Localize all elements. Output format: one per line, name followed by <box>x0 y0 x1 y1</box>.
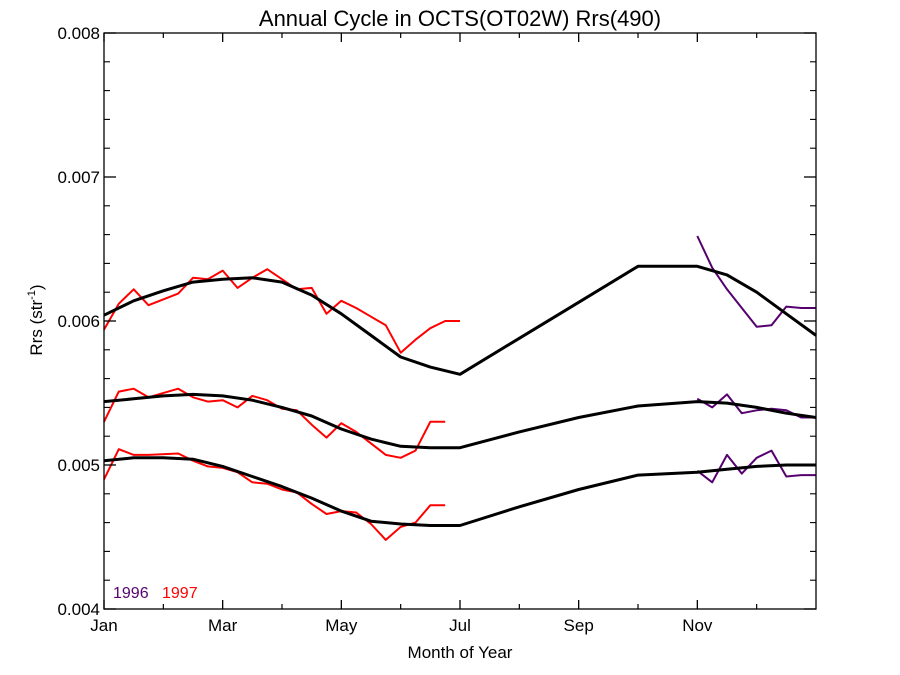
x-tick-label: Jan <box>90 616 117 635</box>
series-layer <box>103 235 817 541</box>
y-axis: 0.004 0.005 0.006 0.007 0.008 <box>57 24 816 619</box>
y-tick-label: 0.006 <box>57 312 100 331</box>
fit-curve-6 <box>103 264 817 376</box>
x-tick-label: Jul <box>449 616 471 635</box>
series-line-1 <box>103 387 446 459</box>
y-tick-label: 0.007 <box>57 168 100 187</box>
y-axis-label-main: Rrs (str <box>27 300 46 356</box>
y-axis-label-end: ) <box>27 284 46 290</box>
y-axis-label: Rrs (str-1) <box>26 284 46 355</box>
legend: 1996 1997 <box>113 585 198 602</box>
legend-label-1996: 1996 <box>113 585 149 602</box>
fit-curve-8 <box>103 456 816 527</box>
series-line-5 <box>696 449 816 484</box>
legend-label-1997: 1997 <box>162 585 198 602</box>
series-line-3 <box>696 235 816 328</box>
fit-curve-7 <box>103 392 817 450</box>
x-tick-label: Mar <box>208 616 238 635</box>
x-tick-label: Sep <box>564 616 594 635</box>
series-line-2 <box>103 448 446 541</box>
chart-title: Annual Cycle in OCTS(OT02W) Rrs(490) <box>259 6 661 31</box>
y-tick-label: 0.005 <box>57 456 100 475</box>
y-axis-label-sup: -1 <box>26 290 38 300</box>
x-axis: Jan Mar May Jul Sep Nov <box>90 33 758 635</box>
x-tick-label: Nov <box>682 616 713 635</box>
y-tick-label: 0.004 <box>57 600 100 619</box>
y-tick-label: 0.008 <box>57 24 100 43</box>
x-axis-label: Month of Year <box>408 643 513 662</box>
x-tick-label: May <box>325 616 358 635</box>
